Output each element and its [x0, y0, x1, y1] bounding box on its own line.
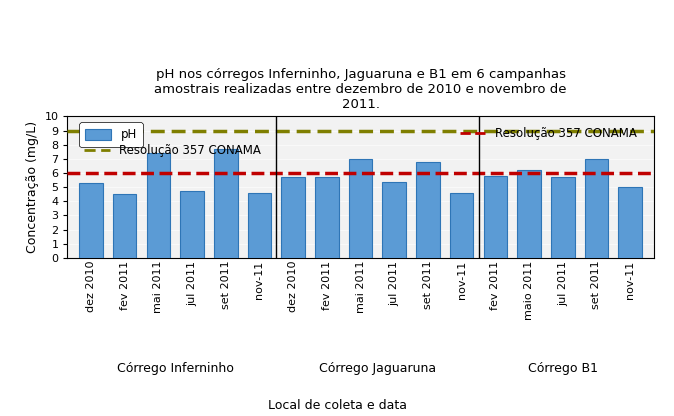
Bar	[450, 193, 473, 258]
Bar	[282, 177, 305, 258]
Legend: Resolução 357 CONAMA: Resolução 357 CONAMA	[79, 139, 266, 162]
Bar	[214, 149, 238, 258]
Bar	[383, 181, 406, 258]
Text: Local de coleta e data: Local de coleta e data	[268, 399, 406, 412]
Text: Córrego B1: Córrego B1	[528, 362, 598, 375]
Bar	[315, 177, 339, 258]
Bar	[181, 191, 204, 258]
Bar	[551, 177, 575, 258]
Bar	[484, 176, 508, 258]
Bar	[619, 187, 642, 258]
Text: Córrego Jaguaruna: Córrego Jaguaruna	[319, 362, 436, 375]
Bar	[113, 194, 137, 258]
Bar	[80, 183, 103, 258]
Title: pH nos córregos Inferninho, Jaguaruna e B1 em 6 campanhas
amostrais realizadas e: pH nos córregos Inferninho, Jaguaruna e …	[154, 68, 567, 111]
Bar	[248, 193, 271, 258]
Bar	[518, 170, 541, 258]
Text: Córrego Inferninho: Córrego Inferninho	[117, 362, 234, 375]
Bar	[147, 153, 171, 258]
Bar	[349, 159, 372, 258]
Bar	[585, 159, 609, 258]
Y-axis label: Concentração (mg/L): Concentração (mg/L)	[26, 121, 39, 253]
Bar	[417, 162, 440, 258]
